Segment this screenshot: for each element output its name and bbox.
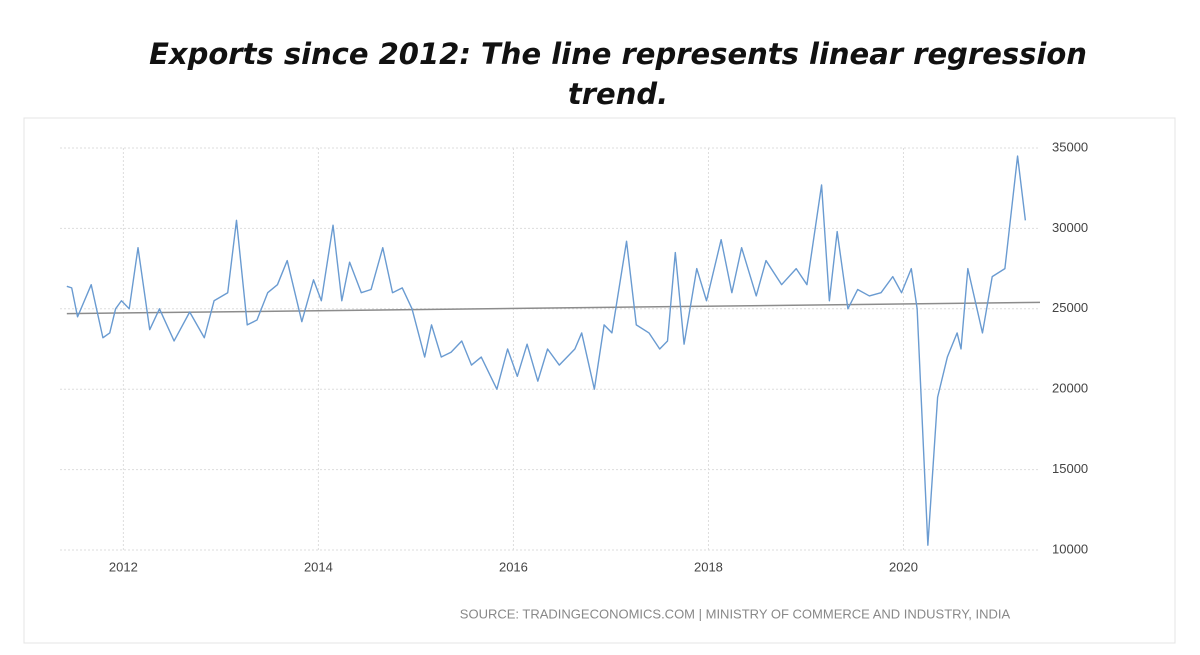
y-tick-label: 20000 [1052, 381, 1088, 396]
y-tick-label: 15000 [1052, 461, 1088, 476]
y-tick-label: 30000 [1052, 220, 1088, 235]
x-tick-label: 2016 [499, 559, 528, 574]
x-tick-label: 2012 [109, 559, 138, 574]
x-tick-label: 2014 [304, 559, 333, 574]
y-tick-label: 35000 [1052, 139, 1088, 154]
source-note: SOURCE: TRADINGECONOMICS.COM | MINISTRY … [460, 606, 1011, 621]
x-tick-label: 2018 [694, 559, 723, 574]
y-tick-label: 25000 [1052, 300, 1088, 315]
trend-line [66, 301, 1041, 315]
data-line [66, 155, 1027, 546]
y-tick-label: 10000 [1052, 541, 1088, 556]
chart-title: Exports since 2012: The line represents … [149, 37, 1087, 111]
x-tick-label: 2020 [889, 559, 918, 574]
chart-frame [23, 117, 1176, 644]
